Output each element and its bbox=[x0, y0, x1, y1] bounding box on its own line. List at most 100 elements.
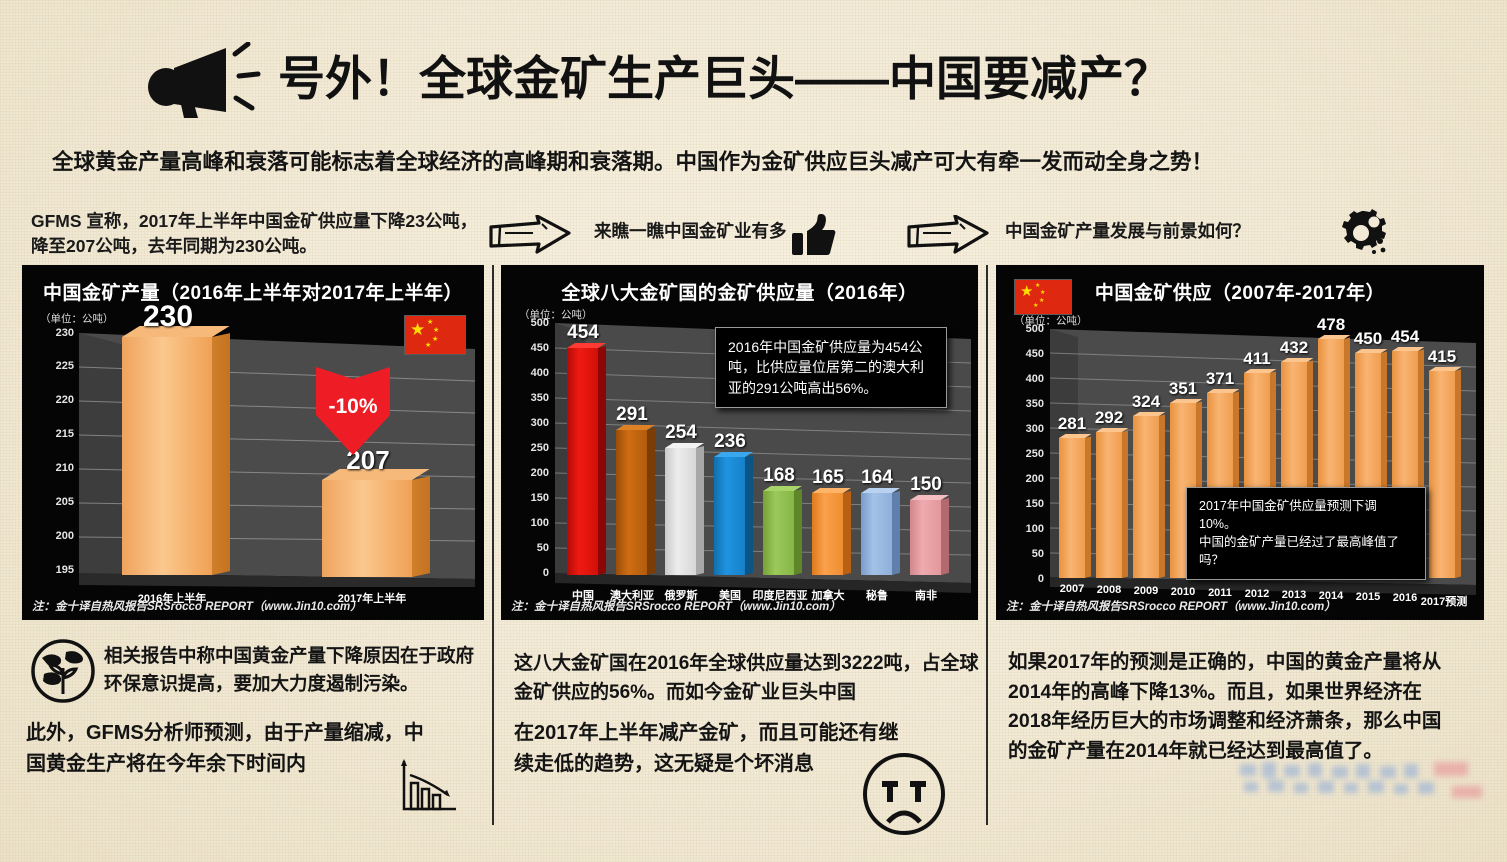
bar-value-label: 165 bbox=[812, 467, 844, 488]
x-tick-label: 2013 bbox=[1281, 589, 1307, 601]
bottom-col2-para2: 在2017年上半年减产金矿，而且可能还有继续走低的趋势，这无疑是个坏消息 bbox=[514, 722, 899, 775]
bar-australia bbox=[616, 425, 656, 575]
y-tick: 150 bbox=[530, 492, 549, 504]
sad-face-icon bbox=[863, 753, 945, 835]
thumbs-up-icon bbox=[792, 214, 836, 255]
x-tick-label: 美国 bbox=[719, 590, 741, 602]
x-tick-label: 中国 bbox=[572, 590, 594, 602]
y-tick: 210 bbox=[55, 462, 74, 474]
arrow-right-icon bbox=[489, 215, 571, 254]
y-tick: 350 bbox=[530, 392, 549, 404]
chart-footnote: 注：金十译自热风报告SRSrocco REPORT（www.Jin10.com） bbox=[32, 601, 362, 613]
bar-value-label: 291 bbox=[616, 404, 648, 425]
change-percent-label: -10% bbox=[328, 395, 378, 418]
y-tick: 225 bbox=[55, 360, 74, 372]
blurred-watermark bbox=[1240, 762, 1482, 798]
bar-usa bbox=[714, 452, 754, 575]
x-tick-label: 俄罗斯 bbox=[664, 590, 698, 602]
bar-2017-forecast bbox=[1429, 367, 1462, 578]
y-tick: 350 bbox=[1025, 398, 1044, 410]
y-tick: 300 bbox=[530, 417, 549, 429]
y-tick: 205 bbox=[55, 496, 74, 508]
bar-value-label: 351 bbox=[1168, 379, 1198, 398]
chart-panel-china-halfyear: 中国金矿产量（2016年上半年对2017年上半年） （单位：公吨） 230 22… bbox=[22, 265, 484, 620]
bar-value-label: 324 bbox=[1131, 392, 1161, 411]
bar-indonesia bbox=[763, 486, 803, 575]
bar-southafrica bbox=[910, 495, 950, 575]
x-tick-label: 2011 bbox=[1208, 587, 1232, 599]
bottom-col1-para1: 相关报告中称中国黄金产量下降原因在于政府环保意识提高，要加大力度遏制污染。 bbox=[104, 645, 475, 694]
bar-value-label: 411 bbox=[1243, 349, 1271, 368]
x-tick-label: 2008 bbox=[1096, 584, 1122, 596]
bar-peru bbox=[861, 488, 901, 575]
y-tick: 200 bbox=[1025, 473, 1044, 485]
bar-value-label: 230 bbox=[142, 300, 194, 333]
y-tick: 220 bbox=[55, 394, 74, 406]
callout-line-2: 中国的金矿产量已经过了最高峰值了吗？ bbox=[1199, 535, 1400, 568]
intro-row: GFMS 宣称，2017年上半年中国金矿供应量下降23公吨，降至207公吨，去年… bbox=[0, 205, 1507, 263]
bar-value-label: 164 bbox=[861, 467, 893, 488]
chart-callout: 2016年中国金矿供应量为454公吨，比供应量位居第二的澳大利亚的291公吨高出… bbox=[715, 327, 947, 408]
bottom-col1-para2: 此外，GFMS分析师预测，由于产量缩减，中国黄金生产将在今年余下时间内 bbox=[26, 722, 424, 775]
x-tick-label: 2010 bbox=[1170, 586, 1196, 598]
axis-unit-label: （单位：公吨） bbox=[1014, 315, 1088, 327]
axis-unit-label: （单位：公吨） bbox=[40, 313, 114, 325]
y-tick: 0 bbox=[542, 567, 549, 579]
x-tick-label: 2016年上半年 bbox=[137, 593, 207, 605]
bar-canada bbox=[812, 488, 852, 575]
x-tick-label: 2014 bbox=[1318, 590, 1344, 602]
bar-value-label: 236 bbox=[714, 431, 746, 452]
axis-unit-label: （单位：公吨） bbox=[519, 309, 593, 321]
y-tick: 400 bbox=[530, 367, 549, 379]
y-tick: 200 bbox=[530, 467, 549, 479]
bar-value-label: 150 bbox=[910, 474, 942, 495]
china-flag-icon: ★ ★ ★ ★ ★ bbox=[404, 315, 466, 355]
bar-value-label: 454 bbox=[1390, 327, 1420, 346]
bar-russia bbox=[665, 443, 705, 575]
bar-value-label: 254 bbox=[665, 422, 697, 443]
chart-title: 全球八大金矿国的金矿供应量（2016年） bbox=[561, 283, 918, 304]
x-tick-label: 2016 bbox=[1392, 592, 1418, 604]
intro-text-middle: 来瞧一瞧中国金矿业有多 bbox=[594, 221, 787, 241]
y-tick: 150 bbox=[1025, 498, 1044, 510]
bar-value-label: 432 bbox=[1279, 338, 1309, 357]
y-tick: 100 bbox=[530, 517, 549, 529]
y-tick: 500 bbox=[1025, 323, 1044, 335]
declining-bar-chart-icon bbox=[401, 759, 456, 811]
chart-title: 中国金矿产量（2016年上半年对2017年上半年） bbox=[42, 283, 464, 304]
bar-value-label: 281 bbox=[1057, 414, 1087, 433]
bar-value-label: 292 bbox=[1094, 408, 1124, 427]
red-down-arrow-icon: -10% bbox=[310, 365, 396, 457]
chart-callout: 2017年中国金矿供应量预测下调10%。 中国的金矿产量已经过了最高峰值了吗？ bbox=[1186, 487, 1426, 580]
chart-title: 中国金矿供应（2007年-2017年） bbox=[1094, 283, 1386, 304]
bar-2007 bbox=[1059, 434, 1092, 578]
y-tick: 200 bbox=[55, 530, 74, 542]
y-tick: 50 bbox=[1031, 548, 1044, 560]
bar-value-label: 168 bbox=[763, 465, 795, 486]
bottom-col3-para1: 如果2017年的预测是正确的，中国的黄金产量将从2014年的高峰下降13%。而且… bbox=[1008, 651, 1442, 762]
bottom-col2-para1: 这八大金矿国在2016年全球供应量达到3222吨，占全球金矿供应的56%。而如今… bbox=[514, 653, 979, 703]
x-tick-label: 南非 bbox=[915, 590, 937, 602]
bar-2017 bbox=[322, 469, 430, 577]
header: 号外！全球金矿生产巨头——中国要减产？ bbox=[0, 0, 1507, 138]
page-title: 号外！全球金矿生产巨头——中国要减产？ bbox=[278, 52, 1171, 105]
x-tick-label: 加拿大 bbox=[811, 590, 845, 602]
bar-value-label: 454 bbox=[567, 322, 599, 343]
y-tick: 230 bbox=[55, 327, 74, 339]
subtitle: 全球黄金产量高峰和衰落可能标志着全球经济的高峰期和衰落期。中国作为金矿供应巨头减… bbox=[52, 150, 1214, 174]
y-tick: 300 bbox=[1025, 423, 1044, 435]
bar-value-label: 478 bbox=[1316, 315, 1346, 334]
y-tick: 250 bbox=[1025, 448, 1044, 460]
bar-value-label: 371 bbox=[1205, 369, 1235, 388]
gears-icon bbox=[1342, 209, 1386, 254]
y-tick: 500 bbox=[530, 317, 549, 329]
x-tick-label: 2017预测 bbox=[1420, 596, 1468, 608]
chart-panel-china-supply-2007-2017: 中国金矿供应（2007年-2017年） ★ ★ ★ ★ ★ （单位：公吨） 50… bbox=[996, 265, 1484, 620]
globe-plant-icon bbox=[31, 639, 95, 703]
bar-2016 bbox=[122, 326, 230, 575]
bar-china bbox=[567, 343, 607, 575]
y-tick: 50 bbox=[536, 542, 549, 554]
x-tick-label: 2009 bbox=[1133, 585, 1159, 597]
arrow-right-icon bbox=[907, 215, 989, 254]
chart-footnote: 注：金十译自热风报告SRSrocco REPORT（www.Jin10.com） bbox=[1006, 601, 1336, 613]
